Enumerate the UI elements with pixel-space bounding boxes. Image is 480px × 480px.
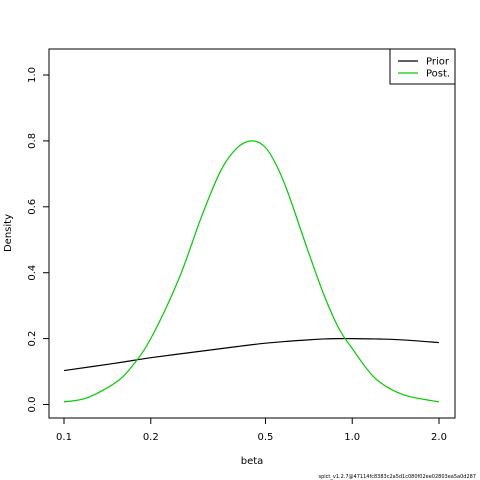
legend-label-post: Post. <box>426 69 450 80</box>
series-line-post <box>63 140 440 403</box>
y-tick-label: 0.4 <box>27 265 38 281</box>
plot-frame <box>48 48 456 419</box>
y-axis-title: Density <box>3 214 14 252</box>
y-tick-label: 0.0 <box>27 397 38 413</box>
x-tick-label: 0.1 <box>56 432 72 443</box>
x-tick-label: 1.0 <box>344 432 360 443</box>
y-tick-label: 0.8 <box>27 133 38 149</box>
legend: Prior Post. <box>389 48 456 85</box>
x-tick-label: 0.2 <box>143 432 159 443</box>
legend-label-prior: Prior <box>426 57 450 68</box>
series-line-prior <box>63 337 440 372</box>
x-axis: 0.1 0.2 0.5 1.0 2.0 <box>56 418 447 443</box>
series-lines <box>63 140 440 403</box>
y-axis: 0.0 0.2 0.4 0.6 0.8 1.0 <box>27 67 49 412</box>
x-tick-label: 0.5 <box>258 432 274 443</box>
x-tick-label: 2.0 <box>431 432 447 443</box>
legend-box <box>389 48 456 85</box>
y-tick-label: 1.0 <box>27 67 38 83</box>
y-tick-label: 0.2 <box>27 331 38 347</box>
x-axis-title: beta <box>241 456 264 467</box>
y-tick-label: 0.6 <box>27 199 38 215</box>
version-footnote: spict_v1.2.7@47114fc8383c2a5d1c080f02ee0… <box>319 474 477 480</box>
